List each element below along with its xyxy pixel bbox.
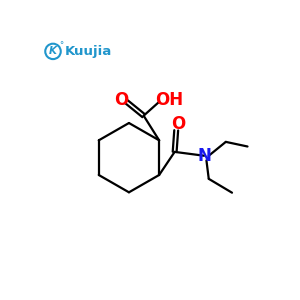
Text: O: O <box>114 91 128 109</box>
Text: °: ° <box>59 41 64 50</box>
Text: K: K <box>49 46 57 56</box>
Text: N: N <box>197 147 211 165</box>
Text: OH: OH <box>155 91 183 109</box>
Text: Kuujia: Kuujia <box>64 45 112 58</box>
Text: O: O <box>171 115 185 133</box>
